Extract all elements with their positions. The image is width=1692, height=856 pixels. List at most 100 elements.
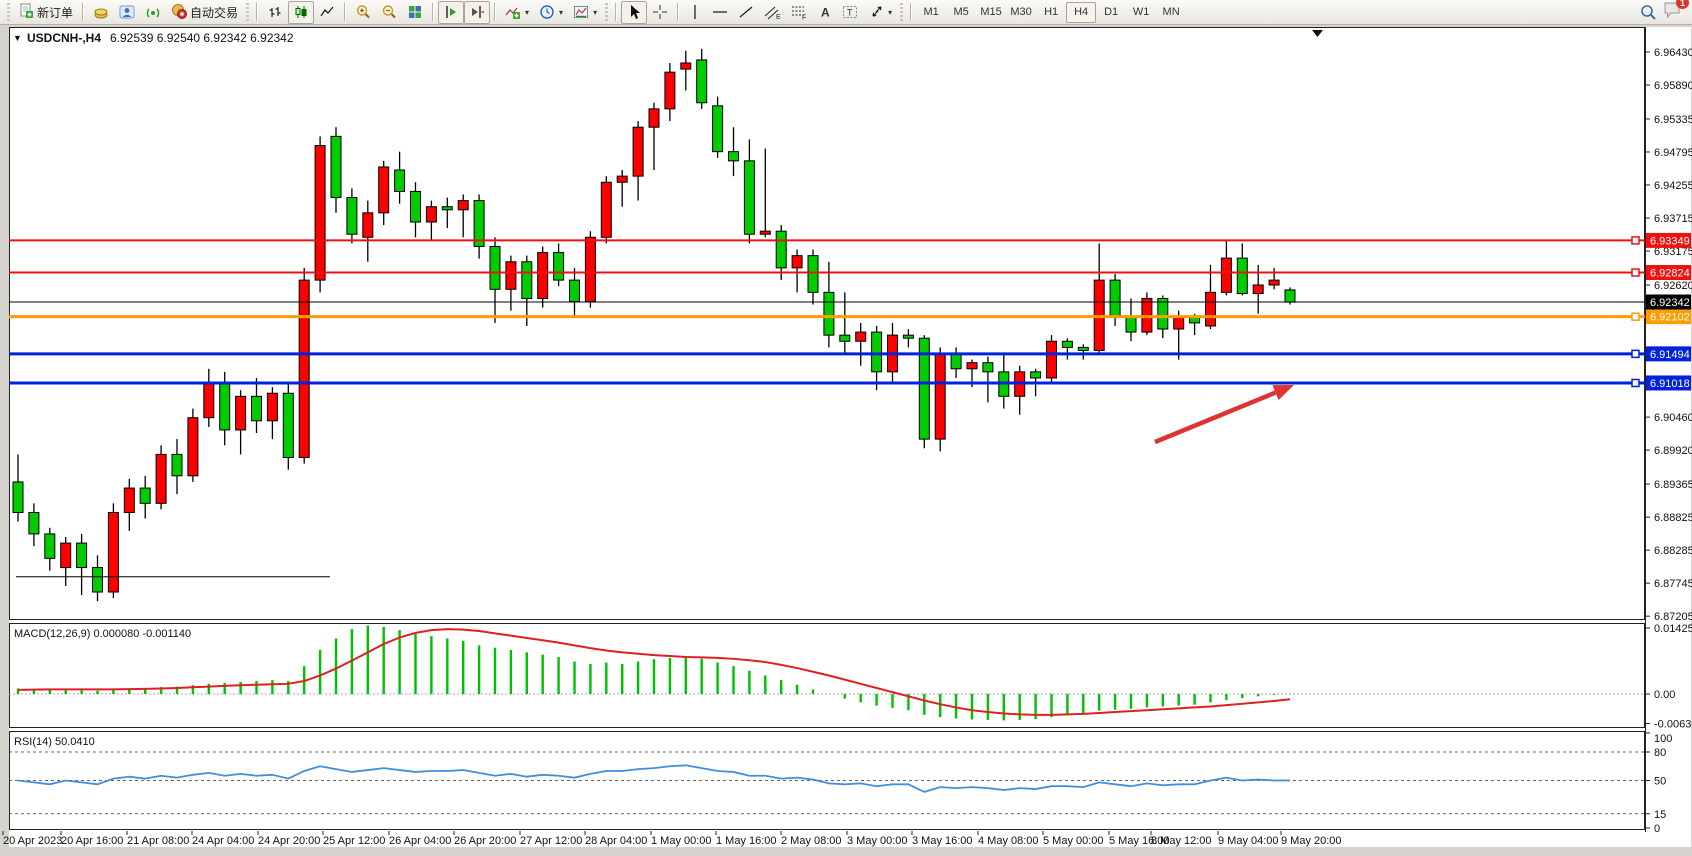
chart-title-collapse-icon[interactable]: ▼ bbox=[13, 33, 22, 43]
indicators-icon bbox=[505, 7, 521, 19]
rsi-indicator-label: RSI(14) 50.0410 bbox=[14, 736, 95, 748]
tile-windows-icon bbox=[409, 6, 422, 18]
dropdown-caret: ▾ bbox=[888, 7, 893, 17]
text-label-icon: T bbox=[843, 6, 858, 18]
vertical-line-tool-button[interactable] bbox=[683, 1, 707, 24]
line-chart-type-button[interactable] bbox=[314, 1, 340, 24]
fibonacci-tool-button[interactable]: F bbox=[786, 1, 813, 24]
auto-trading-button[interactable]: 自动交易 bbox=[166, 1, 243, 24]
zoom-out-icon bbox=[382, 5, 396, 19]
timeframe-M1[interactable]: M1 bbox=[923, 6, 939, 18]
horizontal-line-6.92102[interactable] bbox=[9, 312, 1645, 321]
price-axis-label: 6.94795 bbox=[1654, 147, 1692, 159]
text-icon: A bbox=[821, 6, 830, 20]
channel-icon: E bbox=[764, 6, 781, 20]
bar-chart-icon bbox=[269, 7, 281, 17]
horizontal-line-icon bbox=[713, 11, 728, 13]
trend-arrow-annotation[interactable] bbox=[1154, 385, 1294, 445]
time-axis-label: 20 Apr 2023 bbox=[3, 835, 62, 847]
new-order-button[interactable]: 新订单 bbox=[13, 1, 78, 24]
auto-scroll-button[interactable] bbox=[438, 0, 465, 24]
time-axis-label: 27 Apr 12:00 bbox=[520, 835, 582, 847]
auto-trading-label: 自动交易 bbox=[190, 5, 239, 20]
toolbar-grip[interactable] bbox=[900, 3, 904, 21]
indicators-button[interactable]: ▾ bbox=[500, 1, 534, 24]
trendline-tool-button[interactable] bbox=[733, 1, 759, 24]
main-toolbar: 新订单 自动交易 bbox=[0, 0, 1692, 25]
chart-shift-button[interactable] bbox=[464, 0, 491, 24]
data-window-button[interactable] bbox=[114, 1, 140, 24]
time-axis-label: 28 Apr 04:00 bbox=[585, 835, 647, 847]
price-axis-label: 6.88825 bbox=[1654, 512, 1692, 524]
timeframe-MN[interactable]: MN bbox=[1162, 6, 1180, 18]
dropdown-caret: ▾ bbox=[593, 7, 598, 17]
time-axis-label: 9 May 20:00 bbox=[1281, 835, 1342, 847]
clock-icon bbox=[540, 5, 554, 19]
crosshair-icon bbox=[653, 5, 668, 19]
timeframe-M15[interactable]: M15 bbox=[980, 6, 1002, 18]
zoom-in-icon bbox=[356, 5, 370, 19]
notifications-button[interactable]: 1 bbox=[1663, 0, 1689, 23]
time-axis-label: 4 May 08:00 bbox=[978, 835, 1039, 847]
templates-button[interactable]: ▾ bbox=[568, 1, 602, 24]
horizontal-line-6.91494[interactable] bbox=[9, 349, 1645, 359]
timeframe-M30[interactable]: M30 bbox=[1010, 6, 1032, 18]
periods-button[interactable]: ▾ bbox=[534, 1, 568, 24]
timeframe-H4[interactable]: H4 bbox=[1066, 1, 1097, 23]
cursor-icon bbox=[631, 5, 641, 19]
timeframe-W1[interactable]: W1 bbox=[1132, 6, 1150, 18]
crosshair-tool-button[interactable] bbox=[647, 1, 673, 24]
profile-icon bbox=[119, 5, 135, 19]
horizontal-line-tool-button[interactable] bbox=[707, 1, 733, 24]
price-axis-label: 6.90460 bbox=[1654, 412, 1692, 424]
price-axis-label: 6.92620 bbox=[1654, 280, 1692, 292]
macd-indicator-label: MACD(12,26,9) 0.000080 -0.001140 bbox=[14, 628, 191, 640]
price-axis-label: 6.88285 bbox=[1654, 545, 1692, 557]
separator bbox=[494, 3, 497, 21]
new-order-icon bbox=[18, 3, 34, 22]
tile-windows-button[interactable] bbox=[402, 1, 428, 24]
equidistant-channel-tool-button[interactable]: E bbox=[759, 1, 786, 24]
price-axis-label: 6.89365 bbox=[1654, 479, 1692, 491]
signal-button[interactable] bbox=[140, 1, 166, 24]
price-axis-label: 6.95890 bbox=[1654, 80, 1692, 92]
price-axis-label: 6.93175 bbox=[1654, 246, 1692, 258]
price-axis-label: 6.87745 bbox=[1654, 578, 1692, 590]
candlestick-chart-type-button[interactable] bbox=[288, 0, 315, 24]
time-axis-label: 3 May 16:00 bbox=[912, 835, 973, 847]
notification-badge: 1 bbox=[1676, 0, 1689, 9]
auto-trading-icon bbox=[171, 3, 188, 22]
zoom-in-button[interactable] bbox=[350, 1, 376, 24]
time-axis-label: 3 May 00:00 bbox=[847, 835, 908, 847]
timeframe-D1[interactable]: D1 bbox=[1104, 6, 1119, 18]
price-tag-6.91494: 6.91494 bbox=[1650, 349, 1690, 361]
arrows-tool-button[interactable]: ▾ bbox=[863, 1, 897, 24]
macd-axis-label: 0.01425 bbox=[1654, 623, 1692, 635]
zoom-out-button[interactable] bbox=[376, 1, 402, 24]
cursor-tool-button[interactable] bbox=[621, 0, 648, 24]
time-axis-label: 2 May 08:00 bbox=[781, 835, 842, 847]
text-label-tool-button[interactable]: T bbox=[837, 1, 863, 24]
scale-marker-icon[interactable] bbox=[1312, 30, 1323, 37]
toolbar-grip[interactable] bbox=[605, 3, 609, 21]
line-chart-icon bbox=[320, 6, 334, 17]
timeframe-H1[interactable]: H1 bbox=[1044, 6, 1059, 18]
time-axis-label: 25 Apr 12:00 bbox=[323, 835, 385, 847]
timeframe-M5[interactable]: M5 bbox=[953, 6, 969, 18]
price-axis-label: 6.95335 bbox=[1654, 114, 1692, 126]
toolbar-grip[interactable] bbox=[246, 3, 250, 21]
separator bbox=[82, 3, 85, 21]
horizontal-line-6.92824[interactable] bbox=[9, 268, 1645, 277]
candlesticks bbox=[12, 48, 1296, 602]
search-icon[interactable] bbox=[1640, 4, 1657, 21]
arrows-icon bbox=[872, 6, 882, 17]
market-watch-button[interactable] bbox=[88, 1, 114, 24]
toolbar-grip[interactable] bbox=[7, 3, 10, 21]
price-tag-6.93349: 6.93349 bbox=[1650, 235, 1690, 247]
bar-chart-type-button[interactable] bbox=[262, 1, 288, 24]
horizontal-line-6.93349[interactable] bbox=[9, 236, 1645, 245]
horizontal-line-6.91018[interactable] bbox=[9, 378, 1645, 388]
timeframe-toolbar: M1 M5 M15 M30 H1 H4 D1 W1 MN bbox=[916, 1, 1186, 23]
text-tool-button[interactable]: A bbox=[813, 1, 837, 24]
